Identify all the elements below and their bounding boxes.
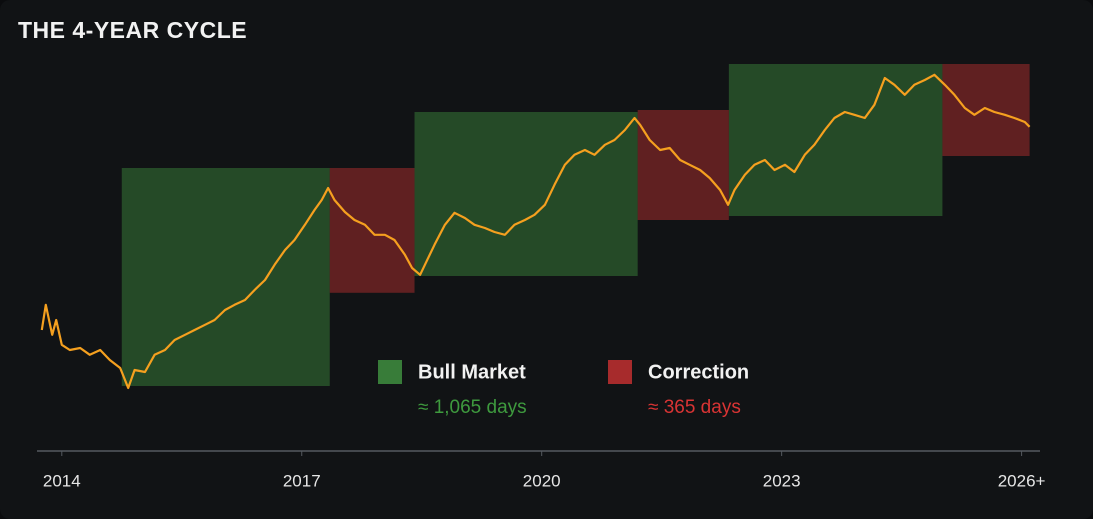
lines: [40, 73, 1031, 390]
x-axis: 2014 2017 2020 2023 2026+: [37, 450, 1046, 490]
legend-swatch: [378, 360, 402, 384]
bands: [121, 64, 1030, 386]
x-tick-label: 2023: [763, 471, 801, 490]
legend-caption: ≈ 365 days: [648, 397, 741, 418]
legend-caption: ≈ 1,065 days: [418, 397, 527, 418]
x-tick-label: 2017: [283, 471, 321, 490]
band-region: [121, 168, 330, 386]
x-tick-label: 2026+: [998, 471, 1046, 490]
band-region: [728, 64, 943, 216]
chart-title: THE 4-YEAR CYCLE: [18, 17, 247, 43]
band-region: [329, 168, 415, 293]
price-line: [40, 73, 1031, 390]
legend: Bull Market ≈ 1,065 days Correction ≈ 365 d…: [378, 360, 749, 418]
band-region: [942, 64, 1030, 156]
band-region: [414, 112, 638, 276]
legend-label: Bull Market: [418, 361, 526, 383]
x-tick-label: 2020: [523, 471, 561, 490]
band-region: [637, 110, 729, 220]
legend-label: Correction: [648, 361, 749, 383]
legend-swatch: [608, 360, 632, 384]
x-tick-label: 2014: [43, 471, 81, 490]
